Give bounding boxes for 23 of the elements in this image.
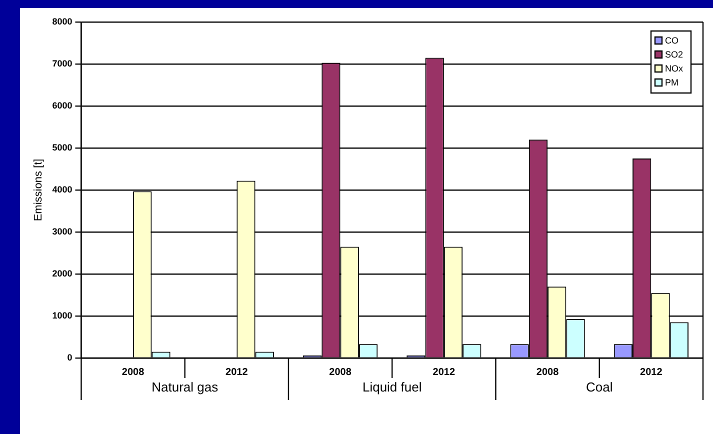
x-tick-label: 2012 — [432, 366, 456, 378]
y-tick-label: 1000 — [52, 310, 72, 320]
text: Natural gas — [152, 380, 219, 395]
y-tick-label: 7000 — [52, 58, 72, 68]
x-tick-label: 2008 — [329, 366, 352, 378]
x-tick-label: 2008 — [536, 366, 560, 378]
text: Coal — [586, 380, 613, 395]
y-tick-label: 4000 — [52, 184, 72, 194]
legend-label: CO — [665, 35, 678, 46]
x-tick-label: 2012 — [640, 366, 663, 378]
y-tick-label: 6000 — [52, 100, 72, 110]
x-tick-label: 2012 — [226, 366, 248, 378]
x-tick-label: 2008 — [122, 366, 145, 378]
legend-label: PM — [665, 77, 678, 88]
y-tick-label: 3000 — [52, 226, 72, 236]
y-tick-label: 0 — [67, 352, 72, 362]
y-axis-title: Emissions [t] — [32, 158, 45, 222]
y-tick-label: 5000 — [52, 142, 72, 152]
y-tick-label: 8000 — [52, 16, 72, 26]
legend-label: SO2 — [665, 49, 684, 60]
legend-label: NOx — [665, 63, 684, 74]
y-tick-label: 2000 — [52, 268, 72, 278]
text: Liquid fuel — [362, 380, 422, 395]
